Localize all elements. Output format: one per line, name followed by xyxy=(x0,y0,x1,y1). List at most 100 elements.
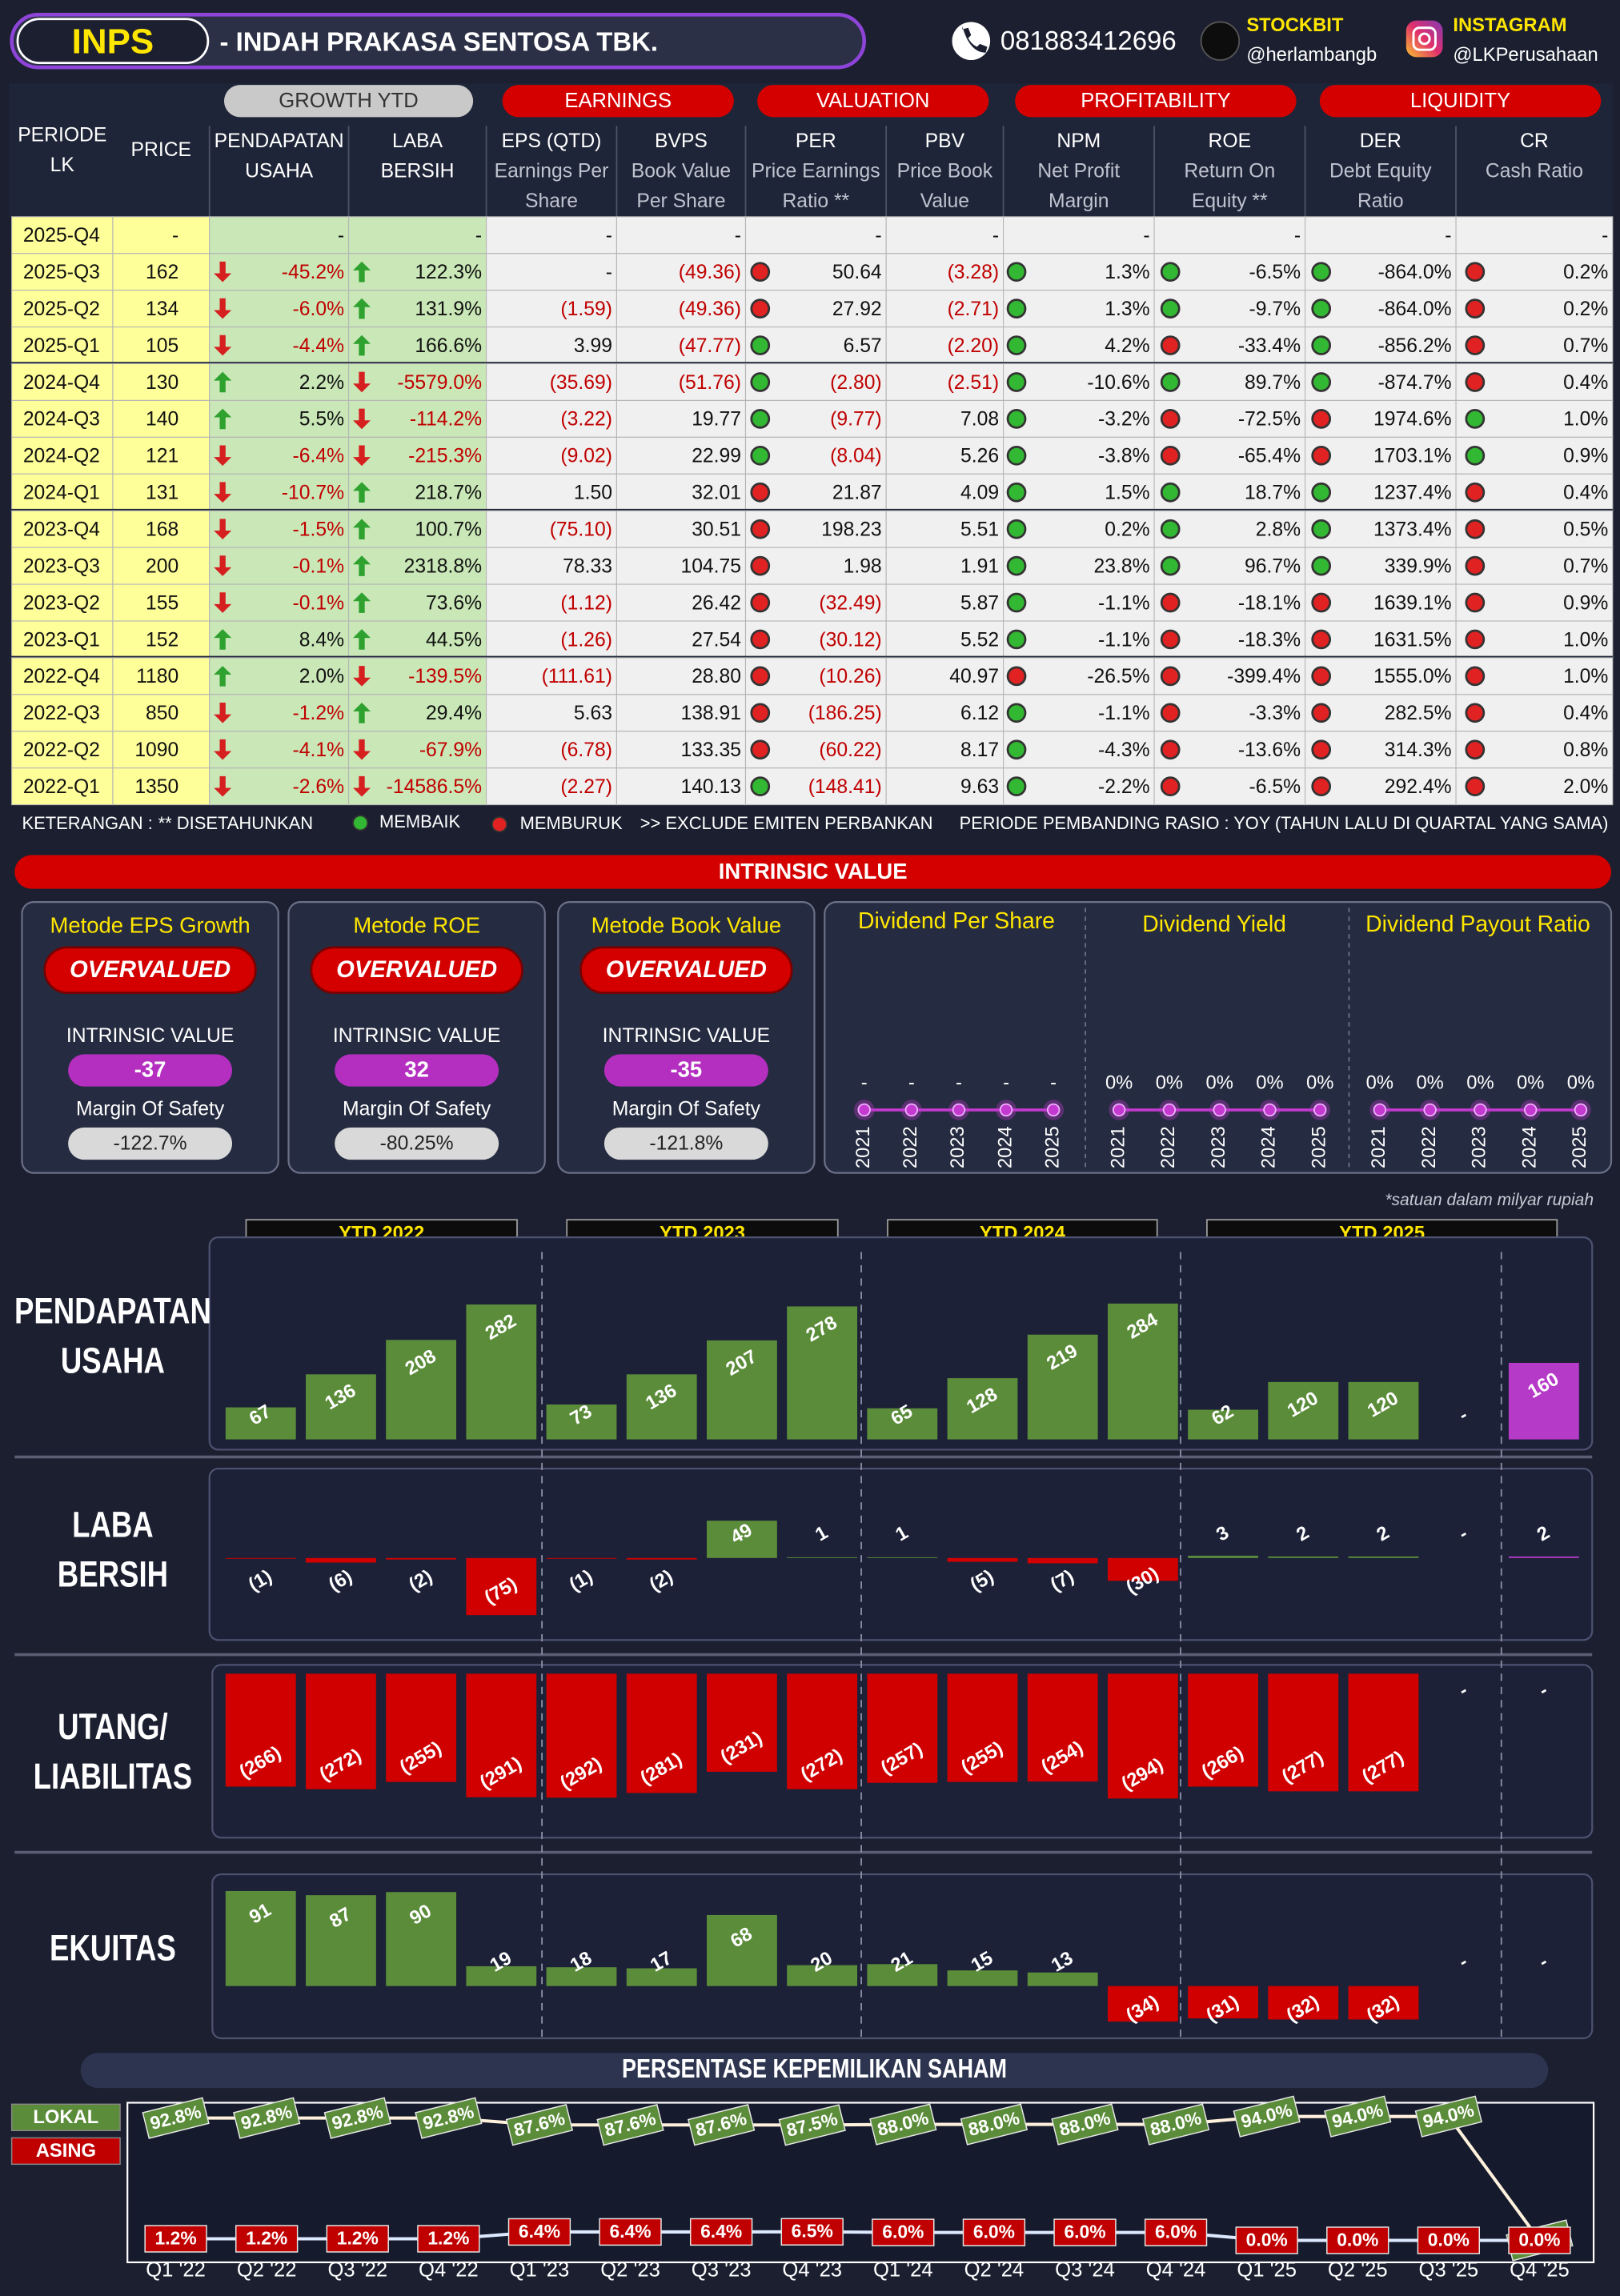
data-point-badge xyxy=(1141,2103,1210,2146)
column-header: Ratio ** xyxy=(782,190,849,212)
x-tick-label: Q1 '22 xyxy=(146,2259,206,2282)
table-cell xyxy=(1003,290,1155,328)
table-cell-text: 29.4% xyxy=(426,703,482,724)
bar xyxy=(466,1304,537,1440)
x-tick-label: 2024 xyxy=(994,1126,1016,1168)
table-cell-text: 9.63 xyxy=(960,776,999,798)
signal-dot xyxy=(1311,739,1332,760)
table-cell-text: 166.6% xyxy=(415,335,482,357)
data-point-badge xyxy=(1417,2226,1481,2254)
value-badge: 1.2% xyxy=(235,2225,299,2253)
table-cell-text: 1.0% xyxy=(1563,409,1608,431)
table-cell-text: 1.5% xyxy=(1105,483,1149,504)
table-cell xyxy=(11,363,114,401)
table-cell-text: 198.23 xyxy=(821,519,882,541)
x-tick-label: 2022 xyxy=(1157,1126,1179,1168)
bar xyxy=(1188,1409,1258,1440)
mos-pill xyxy=(68,1127,233,1160)
table-cell xyxy=(347,253,487,291)
table-cell-text: -215.3% xyxy=(408,446,482,467)
bar xyxy=(706,1521,777,1558)
chart-title: LABA xyxy=(72,1505,154,1545)
mos-pill xyxy=(335,1127,499,1160)
bar xyxy=(626,1968,697,1986)
table-cell-text: 131.9% xyxy=(415,299,482,320)
bar xyxy=(225,1557,296,1559)
point xyxy=(1263,1103,1277,1117)
column-header: Price Book xyxy=(897,161,993,182)
phone-number: 081883412696 xyxy=(1000,26,1177,55)
trend-arrow xyxy=(214,335,232,356)
table-cell xyxy=(1003,731,1155,769)
table-cell xyxy=(1003,694,1155,732)
bar xyxy=(787,1306,858,1440)
table-cell-text: 122.3% xyxy=(415,262,482,283)
x-tick-label: 2024 xyxy=(1258,1126,1280,1168)
trend-arrow xyxy=(214,261,232,282)
signal-dot xyxy=(1311,482,1332,503)
data-point-badge xyxy=(778,2104,846,2146)
signal-dot xyxy=(1311,555,1332,576)
table-cell-text: (186.25) xyxy=(808,703,882,724)
group-label: VALUATION xyxy=(816,90,929,112)
table-cell xyxy=(209,657,350,695)
phone-glyph xyxy=(962,26,988,53)
bar xyxy=(546,1673,617,1798)
value-badge: 6.0% xyxy=(1144,2218,1208,2246)
value-pill xyxy=(603,1054,768,1087)
column-header: Return On xyxy=(1184,161,1275,182)
table-cell xyxy=(1003,473,1155,511)
x-tick-label: Q3 '23 xyxy=(692,2259,752,2282)
legend-label: ASING xyxy=(36,2140,96,2162)
chart-title-group: PENDAPATAN xyxy=(14,1290,211,1331)
table-cell-text: 138.91 xyxy=(680,703,741,724)
signal-dot xyxy=(1160,445,1181,466)
value-label: 0% xyxy=(1517,1072,1544,1093)
table-cell xyxy=(347,436,487,475)
table-cell xyxy=(885,473,1004,511)
trend-arrow xyxy=(353,408,371,430)
point xyxy=(1313,1103,1327,1117)
value-label: 6.0% xyxy=(973,2222,1015,2242)
table-cell-text: -3.3% xyxy=(1249,703,1301,724)
table-cell-text: 4.09 xyxy=(960,483,999,504)
table-cell xyxy=(11,473,114,511)
data-point-badge xyxy=(596,2104,664,2146)
mos-label: Margin Of Safety xyxy=(343,1098,491,1120)
signal-dot xyxy=(1311,519,1332,539)
x-tick-label: Q4 '23 xyxy=(782,2259,842,2282)
bar xyxy=(1188,1985,1258,2019)
bar xyxy=(1107,1673,1178,1799)
x-tick-label: Q1 '24 xyxy=(873,2259,933,2282)
bar xyxy=(1027,1972,1098,1986)
legend-swatch xyxy=(10,2137,121,2166)
table-cell-text: (60.22) xyxy=(819,739,881,761)
value-label: 6.4% xyxy=(700,2221,742,2242)
bar xyxy=(1508,1362,1579,1440)
value-badge: 0.0% xyxy=(1326,2226,1389,2254)
table-cell-text: 89.7% xyxy=(1245,372,1301,394)
table-cell-text: 1090 xyxy=(134,739,178,761)
table-cell-text: 27.54 xyxy=(692,629,741,651)
column-header: Cash Ratio xyxy=(1486,161,1583,182)
x-tick-label: 2022 xyxy=(900,1126,921,1168)
group-label: EARNINGS xyxy=(564,90,672,112)
table-cell xyxy=(885,767,1004,806)
bar xyxy=(1027,1673,1098,1782)
chart-title: PERSENTASE KEPEMILIKAN SAHAM xyxy=(622,2054,1007,2083)
company-name: - INDAH PRAKASA SENTOSA TBK. xyxy=(220,27,659,57)
table-cell-text: (2.71) xyxy=(948,299,1000,320)
data-point-badge xyxy=(687,2104,756,2146)
table-cell-text: 5.87 xyxy=(960,592,999,614)
table-cell-text: 5.5% xyxy=(299,409,344,431)
group-pill xyxy=(757,85,989,118)
table-cell-text: -14586.5% xyxy=(387,776,482,798)
bar xyxy=(466,1673,537,1797)
x-tick-label: Q3 '24 xyxy=(1055,2259,1115,2282)
trend-arrow xyxy=(353,592,371,613)
table-cell xyxy=(1455,216,1614,254)
column-header: LK xyxy=(50,154,75,176)
signal-dot xyxy=(1160,666,1181,687)
signal-dot xyxy=(1465,335,1486,355)
table-cell xyxy=(1003,547,1155,585)
